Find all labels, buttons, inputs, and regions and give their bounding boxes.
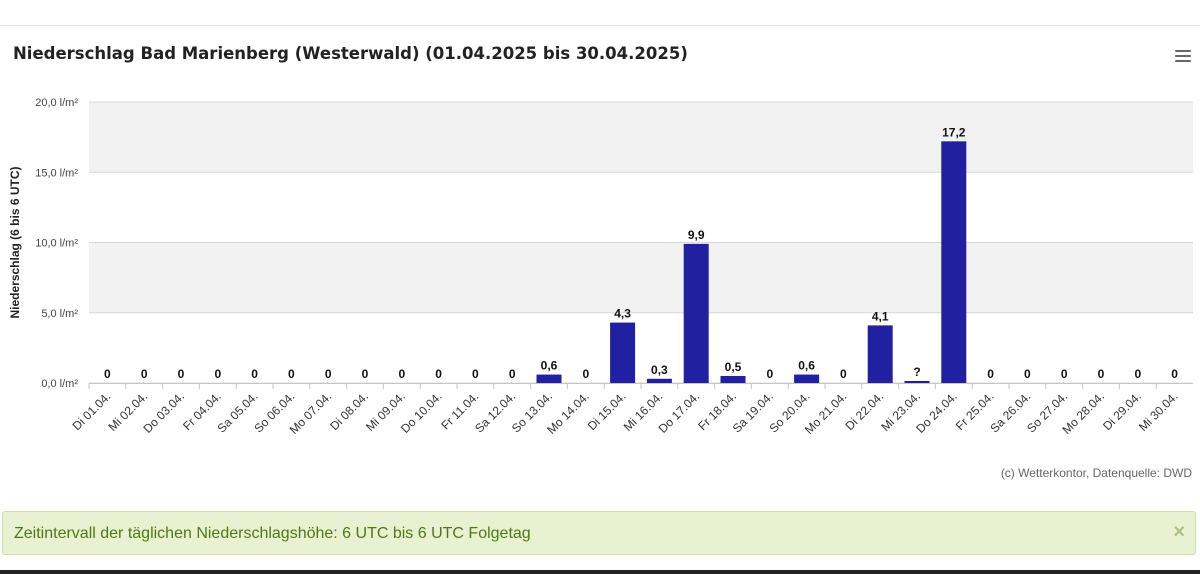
x-tick-label: Mi 30.04. (1136, 389, 1181, 434)
bar (720, 375, 746, 383)
y-tick-label: 5,0 l/m² (41, 308, 78, 320)
y-tick-label: 20,0 l/m² (35, 97, 78, 109)
close-icon[interactable]: × (1173, 521, 1185, 543)
data-label: 9,9 (688, 228, 705, 242)
y-tick-label: 10,0 l/m² (35, 238, 78, 250)
bar (683, 243, 709, 383)
bar (646, 378, 672, 383)
data-label: 0 (362, 367, 369, 381)
data-label: 0,5 (725, 360, 742, 374)
bar (941, 141, 967, 383)
bottom-bar (0, 570, 1200, 574)
info-alert: Zeitintervall der täglichen Niederschlag… (2, 511, 1196, 555)
y-tick-label: 0,0 l/m² (41, 378, 78, 390)
data-label: 0,3 (651, 363, 668, 377)
data-label: 0 (1061, 367, 1068, 381)
alert-text: Zeitintervall der täglichen Niederschlag… (14, 525, 531, 542)
bar (867, 325, 893, 383)
source-credit: (c) Wetterkontor, Datenquelle: DWD (1000, 466, 1192, 480)
data-label: 0 (104, 367, 111, 381)
data-label: 0,6 (541, 359, 558, 373)
data-label: 0 (325, 367, 332, 381)
data-label: 4,3 (614, 307, 631, 321)
top-divider (0, 25, 1200, 26)
y-tick-label: 15,0 l/m² (35, 167, 78, 179)
data-label: 0 (288, 367, 295, 381)
data-label: 0 (251, 367, 258, 381)
plot-band (89, 102, 1193, 173)
data-label: 0 (435, 367, 442, 381)
data-label: 0 (1171, 367, 1178, 381)
data-label: 0 (987, 367, 994, 381)
data-label: 0 (1024, 367, 1031, 381)
bar (794, 374, 820, 383)
bar (610, 322, 636, 383)
data-label: 0 (509, 367, 516, 381)
chart-title: Niederschlag Bad Marienberg (Westerwald)… (13, 44, 688, 63)
bar (536, 374, 562, 383)
data-label: 0 (1098, 367, 1105, 381)
data-label: 0 (840, 367, 847, 381)
data-label: 0 (178, 367, 185, 381)
y-axis-label: Niederschlag (6 bis 6 UTC) (8, 166, 22, 318)
data-label: 0 (582, 367, 589, 381)
bar (904, 381, 930, 383)
data-label: 0,6 (798, 359, 815, 373)
precipitation-chart: 0,0 l/m² 5,0 l/m² 10,0 l/m² 15,0 l/m² 20,0 l… (8, 97, 1193, 437)
data-label: 0 (398, 367, 405, 381)
data-label: ? (913, 365, 920, 379)
data-label: 0 (214, 367, 221, 381)
data-label: 0 (1134, 367, 1141, 381)
data-label: 0 (141, 367, 148, 381)
data-label: 0 (472, 367, 479, 381)
data-label: 0 (766, 367, 773, 381)
plot-band (89, 242, 1193, 313)
data-label: 4,1 (872, 309, 889, 323)
hamburger-menu-icon[interactable] (1175, 50, 1191, 64)
data-label: 17,2 (942, 125, 966, 139)
